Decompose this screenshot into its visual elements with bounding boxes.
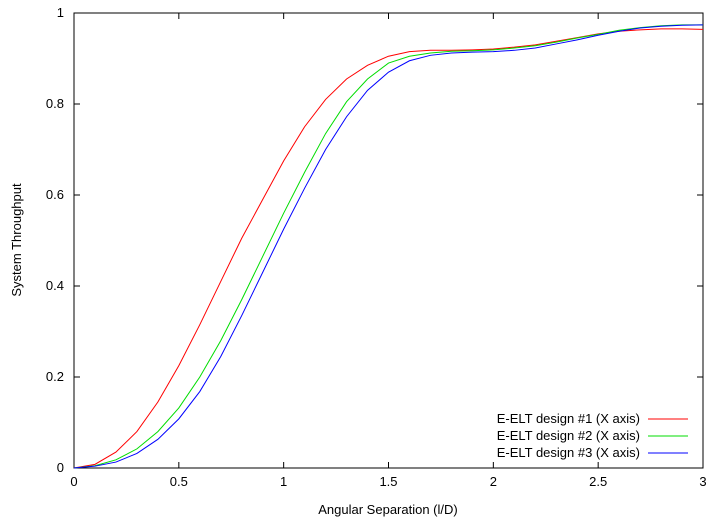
x-tick-label: 2 [490,474,497,489]
series-line-2 [73,24,703,469]
x-tick-label: 3 [699,474,706,489]
y-tick-label: 0.2 [46,369,64,384]
y-tick-label: 1 [57,5,64,20]
legend-label: E-ELT design #1 (X axis) [497,411,640,426]
y-tick-label: 0.6 [46,187,64,202]
x-tick-label: 0.5 [170,474,188,489]
plot-frame [73,12,704,469]
legend: E-ELT design #1 (X axis) E-ELT design #2 … [497,411,688,460]
x-tick-label: 1 [280,474,287,489]
y-axis-ticks: 0 0.2 0.4 0.6 0.8 1 [46,5,703,475]
x-tick-label: 2.5 [589,474,607,489]
x-tick-label: 0 [70,474,77,489]
x-axis-ticks: 0 0.5 1 1.5 2 2.5 3 [70,13,707,489]
legend-label: E-ELT design #2 (X axis) [497,428,640,443]
legend-label: E-ELT design #3 (X axis) [497,445,640,460]
series-line-1 [73,28,704,469]
y-tick-label: 0 [57,460,64,475]
x-axis-label: Angular Separation (l/D) [318,502,457,517]
series-line-3 [73,24,704,469]
y-tick-label: 0.4 [46,278,64,293]
y-axis-label: System Throughput [9,183,24,297]
x-tick-label: 1.5 [379,474,397,489]
y-tick-label: 0.8 [46,96,64,111]
series-lines [73,24,704,469]
